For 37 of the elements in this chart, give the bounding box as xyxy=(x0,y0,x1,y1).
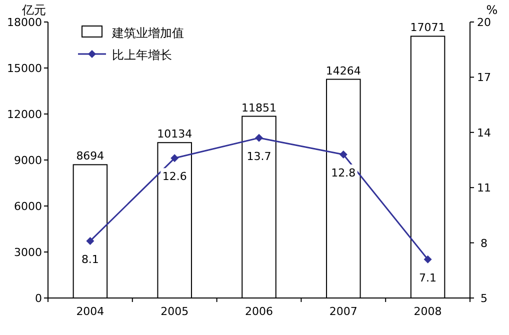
y-tick-label: 0 xyxy=(35,292,42,305)
legend-label: 比上年增长 xyxy=(112,48,172,62)
y2-tick-label: 20 xyxy=(477,16,491,29)
data-label: 13.7 xyxy=(246,150,272,163)
y2-tick-label: 5 xyxy=(480,292,488,305)
point xyxy=(86,236,94,245)
data-label: 14264 xyxy=(326,64,361,78)
data-label: 7.1 xyxy=(419,271,437,284)
y2-tick-label: 11 xyxy=(477,182,491,195)
y2-tick-label: 14 xyxy=(477,126,491,140)
data-label: 8694 xyxy=(76,150,104,163)
y-tick-label: 18000 xyxy=(7,16,42,29)
y-tick-label: 3000 xyxy=(14,246,42,259)
y-tick-label: 9000 xyxy=(14,154,42,167)
data-label: 8.1 xyxy=(81,252,99,266)
data-label: 11851 xyxy=(242,101,276,114)
x-tick-label: 2007 xyxy=(329,305,358,318)
y-tick-label: 15000 xyxy=(7,62,42,75)
y-tick-label: 12000 xyxy=(7,108,42,121)
point xyxy=(170,154,179,162)
x-tick-label: 2008 xyxy=(414,305,442,318)
data-label: 10134 xyxy=(157,128,192,141)
x-tick-label: 2006 xyxy=(245,305,273,318)
legend-label: 建筑业增加值 xyxy=(111,26,184,40)
data-label: 12.6 xyxy=(162,170,187,184)
x-tick-label: 2005 xyxy=(160,305,189,318)
data-label: 12.8 xyxy=(331,166,356,180)
y2-tick-label: 17 xyxy=(477,71,491,84)
y2-axis-title: % xyxy=(486,3,498,17)
x-tick-label: 2004 xyxy=(76,305,104,318)
point xyxy=(339,150,348,158)
y2-tick-label: 8 xyxy=(480,236,488,250)
point xyxy=(255,134,263,142)
data-label: 17071 xyxy=(410,21,446,34)
y-tick-label: 6000 xyxy=(14,200,42,213)
y-axis-title: 亿元 xyxy=(21,3,46,17)
point xyxy=(424,255,432,264)
